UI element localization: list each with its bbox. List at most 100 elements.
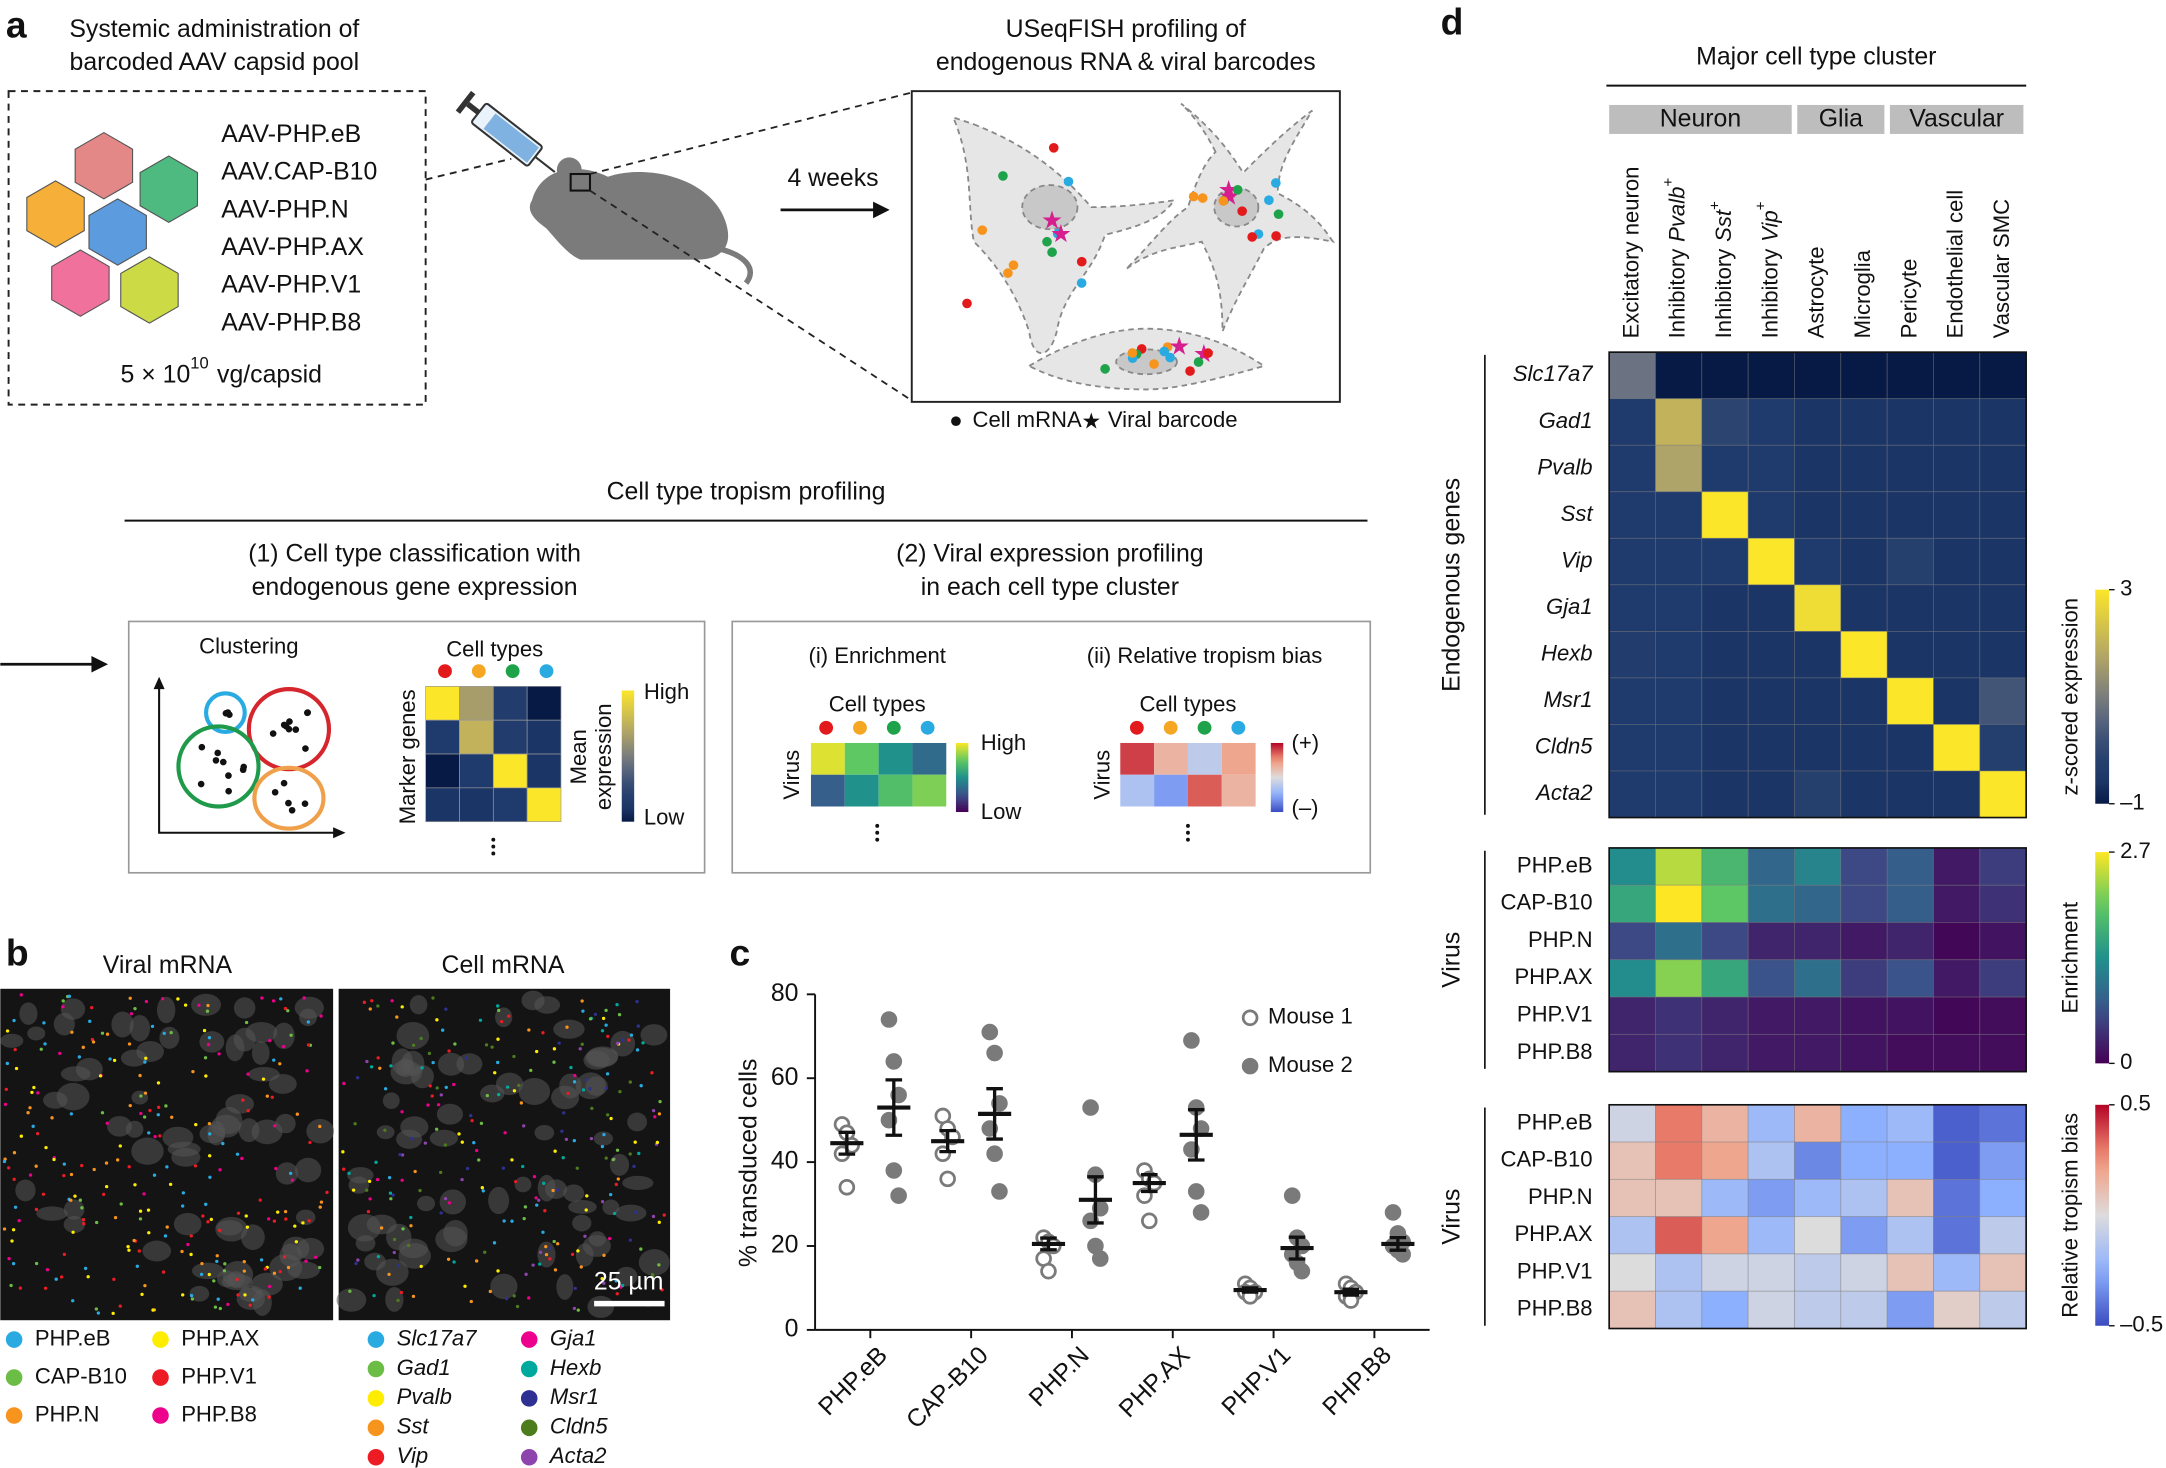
spot bbox=[572, 1139, 576, 1143]
spot bbox=[144, 1056, 148, 1060]
nucleus bbox=[575, 1072, 606, 1100]
heatmap-cell bbox=[1840, 922, 1888, 961]
legend-text: Cldn5 bbox=[550, 1414, 608, 1439]
spot bbox=[460, 1140, 464, 1144]
mini-cell bbox=[425, 719, 460, 755]
spot bbox=[181, 1293, 185, 1297]
spot bbox=[77, 1055, 82, 1059]
spot bbox=[112, 1277, 116, 1281]
spot bbox=[100, 1031, 105, 1035]
nucleus bbox=[355, 1235, 376, 1252]
cluster-point bbox=[304, 709, 312, 716]
heatmap-cell bbox=[1840, 1216, 1888, 1255]
spot bbox=[615, 1003, 619, 1007]
spot bbox=[615, 1292, 619, 1296]
heatmap-cell bbox=[1840, 996, 1888, 1035]
spot bbox=[390, 999, 394, 1003]
heatmap-cell bbox=[1933, 1290, 1981, 1329]
heatmap-cell bbox=[1655, 1104, 1703, 1143]
spot bbox=[553, 1149, 557, 1153]
cluster-point bbox=[285, 725, 293, 733]
nucleus bbox=[417, 1195, 436, 1212]
spot bbox=[453, 1042, 457, 1046]
spot bbox=[140, 1292, 144, 1297]
spot bbox=[651, 1109, 656, 1113]
spot bbox=[54, 1277, 58, 1281]
spot bbox=[548, 1257, 552, 1261]
data-point bbox=[1283, 1187, 1301, 1204]
spot bbox=[614, 1182, 618, 1187]
data-point bbox=[1183, 1032, 1200, 1049]
spot bbox=[430, 1094, 434, 1098]
spot bbox=[633, 1140, 637, 1144]
ellipsis-dot bbox=[875, 823, 880, 828]
heatmap-cell bbox=[1655, 1290, 1703, 1329]
spot bbox=[488, 1289, 492, 1294]
spot bbox=[12, 1151, 17, 1155]
legend-dot bbox=[367, 1390, 385, 1407]
heatmap-cell bbox=[1979, 922, 2027, 961]
spot bbox=[396, 1264, 401, 1268]
nucleus bbox=[27, 1026, 46, 1041]
spot bbox=[294, 1240, 299, 1244]
mrna-dot bbox=[1127, 348, 1138, 358]
spot bbox=[341, 1150, 345, 1154]
spot bbox=[34, 1261, 39, 1266]
spot bbox=[389, 1197, 393, 1201]
spot bbox=[95, 1220, 99, 1225]
spot bbox=[69, 1112, 74, 1116]
spot bbox=[444, 1085, 448, 1090]
spot bbox=[504, 1297, 509, 1301]
spot bbox=[553, 1268, 558, 1272]
spot bbox=[268, 1038, 272, 1043]
cluster-points bbox=[197, 709, 312, 814]
spot bbox=[367, 1179, 372, 1184]
spot bbox=[115, 1158, 120, 1162]
legend-dot bbox=[520, 1448, 538, 1466]
spot bbox=[307, 1219, 311, 1223]
heatmap-cell bbox=[1840, 770, 1888, 818]
heatmap-cell bbox=[1655, 922, 1703, 961]
spot bbox=[4, 1087, 8, 1092]
ellipsis-dot bbox=[875, 837, 880, 842]
spot bbox=[635, 999, 639, 1004]
spot bbox=[138, 1217, 143, 1221]
heatmap-cell bbox=[1979, 1033, 2027, 1073]
spot bbox=[201, 1214, 205, 1218]
legend-text: PHP.N bbox=[35, 1401, 100, 1426]
mrna-dot bbox=[1076, 256, 1087, 267]
spot bbox=[91, 1040, 96, 1044]
mrna-dot bbox=[962, 298, 972, 309]
spot bbox=[600, 1029, 605, 1033]
heatmap-cell bbox=[1747, 959, 1795, 998]
heatmap-cell bbox=[1933, 1178, 1981, 1218]
mini-cell bbox=[492, 686, 528, 721]
row-label: PHP.B8 bbox=[1517, 1039, 1593, 1064]
column-label: Astrocyte bbox=[1803, 246, 1828, 338]
heatmap-cell bbox=[1701, 444, 1749, 493]
heatmap-cell bbox=[1794, 351, 1842, 400]
heatmap-cell bbox=[1840, 630, 1888, 679]
spot bbox=[86, 1275, 90, 1279]
error-bar bbox=[1087, 1175, 1104, 1225]
legend-marker bbox=[1241, 1009, 1259, 1027]
spot bbox=[606, 1113, 610, 1117]
heatmap-cell bbox=[1794, 724, 1842, 772]
spot bbox=[276, 1210, 280, 1214]
spot bbox=[581, 1088, 586, 1092]
row-label: Cldn5 bbox=[1535, 734, 1593, 759]
heatmap-cell bbox=[1701, 398, 1749, 446]
spot bbox=[497, 1008, 501, 1013]
cluster-point bbox=[269, 730, 277, 737]
spot bbox=[441, 1028, 445, 1032]
spot bbox=[401, 1227, 405, 1231]
heatmap-cell bbox=[1840, 677, 1888, 725]
spot bbox=[639, 1247, 643, 1251]
heatmap-cell bbox=[1794, 630, 1842, 679]
nucleus bbox=[129, 1014, 151, 1042]
connector bbox=[425, 157, 512, 181]
spot bbox=[472, 1141, 476, 1145]
spot bbox=[362, 1000, 367, 1004]
legend-text: Gad1 bbox=[397, 1355, 451, 1380]
